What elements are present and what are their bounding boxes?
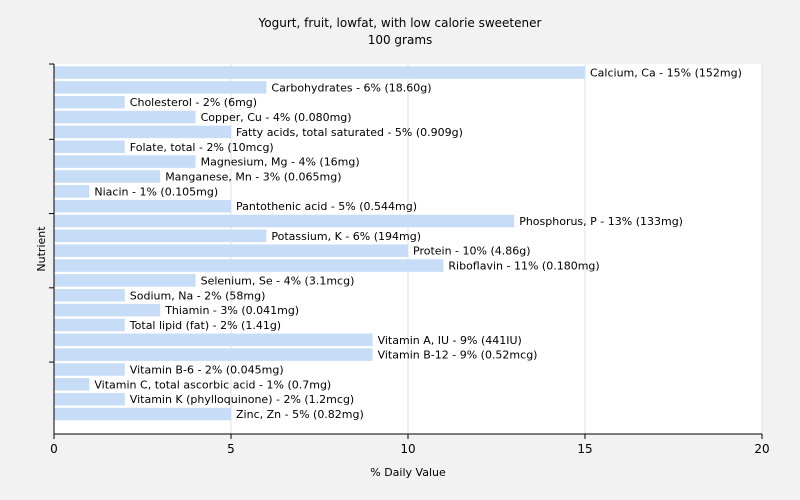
- chart-subtitle: 100 grams: [368, 33, 433, 47]
- bar-label-19: Vitamin B-12 - 9% (0.52mcg): [378, 349, 538, 362]
- bar-19: [54, 348, 373, 361]
- axes: [49, 63, 763, 439]
- bar-label-21: Vitamin C, total ascorbic acid - 1% (0.7…: [94, 378, 331, 391]
- bar-3: [54, 110, 196, 124]
- bar-label-14: Selenium, Se - 4% (3.1mcg): [201, 274, 355, 287]
- chart-title: Yogurt, fruit, lowfat, with low calorie …: [258, 16, 542, 30]
- bar-8: [54, 185, 90, 198]
- bar-label-15: Sodium, Na - 2% (58mg): [130, 289, 266, 302]
- bar-6: [54, 155, 196, 168]
- bar-11: [54, 229, 267, 243]
- bar-21: [54, 378, 90, 391]
- x-tick-label-4: 20: [754, 442, 769, 456]
- bar-label-10: Phosphorus, P - 13% (133mg): [519, 215, 683, 228]
- bar-label-22: Vitamin K (phylloquinone) - 2% (1.2mcg): [130, 393, 354, 406]
- bar-label-6: Magnesium, Mg - 4% (16mg): [201, 156, 360, 169]
- bar-label-2: Cholesterol - 2% (6mg): [130, 96, 257, 109]
- bar-label-23: Zinc, Zn - 5% (0.82mg): [236, 408, 364, 421]
- bar-label-7: Manganese, Mn - 3% (0.065mg): [165, 170, 341, 183]
- bars: [54, 66, 585, 421]
- bar-5: [54, 140, 125, 153]
- bar-16: [54, 303, 161, 317]
- bar-9: [54, 199, 231, 213]
- bar-1: [54, 81, 267, 94]
- bar-20: [54, 363, 125, 376]
- bar-4: [54, 125, 231, 139]
- bar-18: [54, 333, 373, 347]
- bar-label-18: Vitamin A, IU - 9% (441IU): [378, 334, 522, 347]
- bar-label-8: Niacin - 1% (0.105mg): [94, 185, 218, 198]
- bar-13: [54, 259, 444, 272]
- bar-label-3: Copper, Cu - 4% (0.080mg): [201, 111, 352, 124]
- bar-label-17: Total lipid (fat) - 2% (1.41g): [129, 319, 281, 332]
- bar-label-13: Riboflavin - 11% (0.180mg): [448, 260, 599, 273]
- bar-label-11: Potassium, K - 6% (194mg): [271, 230, 421, 243]
- x-tick-label-1: 5: [227, 442, 235, 456]
- x-tick-label-0: 0: [50, 442, 58, 456]
- bar-label-12: Protein - 10% (4.86g): [413, 245, 531, 258]
- bar-14: [54, 274, 196, 287]
- bar-labels: Calcium, Ca - 15% (152mg) Carbohydrates -…: [94, 67, 741, 422]
- bar-label-1: Carbohydrates - 6% (18.60g): [271, 81, 431, 94]
- bar-15: [54, 289, 125, 302]
- bar-23: [54, 407, 231, 421]
- x-tick-label-2: 10: [400, 442, 415, 456]
- bar-22: [54, 392, 125, 406]
- bar-7: [54, 170, 161, 183]
- bar-0: [54, 66, 585, 79]
- bar-label-4: Fatty acids, total saturated - 5% (0.909…: [236, 126, 463, 139]
- y-axis-label: Nutrient: [35, 226, 48, 272]
- bar-2: [54, 95, 125, 109]
- bar-12: [54, 244, 408, 257]
- bar-label-5: Folate, total - 2% (10mcg): [130, 141, 274, 154]
- bar-label-0: Calcium, Ca - 15% (152mg): [590, 67, 742, 80]
- bar-10: [54, 214, 515, 228]
- bar-label-9: Pantothenic acid - 5% (0.544mg): [236, 200, 417, 213]
- x-tick-labels: 0 5 10 15 20: [50, 442, 769, 456]
- bar-17: [54, 318, 125, 332]
- bar-label-16: Thiamin - 3% (0.041mg): [164, 304, 299, 317]
- x-tick-label-3: 15: [577, 442, 592, 456]
- bar-label-20: Vitamin B-6 - 2% (0.045mg): [130, 364, 284, 377]
- x-axis-label: % Daily Value: [370, 466, 446, 479]
